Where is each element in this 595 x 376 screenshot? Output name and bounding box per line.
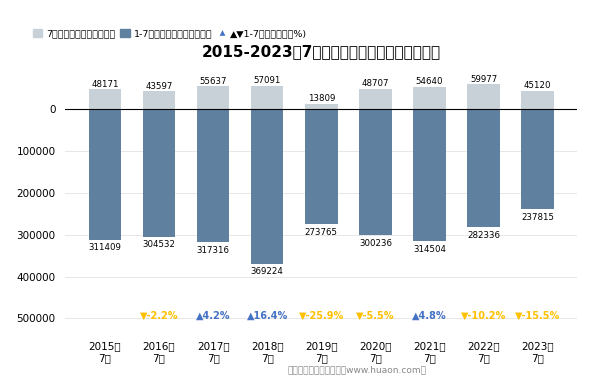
Text: ▼-15.5%: ▼-15.5% [515, 311, 560, 321]
Title: 2015-2023年7月漕河泾综合保税区进出口总额: 2015-2023年7月漕河泾综合保税区进出口总额 [202, 45, 441, 59]
Bar [467, 109, 500, 227]
Bar [305, 104, 337, 109]
Text: 13809: 13809 [308, 94, 335, 103]
Text: ▲4.8%: ▲4.8% [412, 311, 447, 321]
Text: 311409: 311409 [89, 243, 121, 252]
Bar [521, 91, 554, 109]
Text: 55637: 55637 [199, 77, 227, 86]
Bar [414, 86, 446, 109]
Text: ▼-10.2%: ▼-10.2% [461, 311, 506, 321]
Bar [359, 109, 392, 235]
Text: 45120: 45120 [524, 81, 552, 90]
Bar [305, 109, 337, 224]
Bar [197, 109, 229, 242]
Text: 314504: 314504 [413, 245, 446, 253]
Bar [521, 109, 554, 209]
Bar [89, 109, 121, 240]
Bar [414, 109, 446, 241]
Text: 273765: 273765 [305, 227, 338, 237]
Bar [143, 91, 176, 109]
Text: 317316: 317316 [196, 246, 230, 255]
Text: ▼-2.2%: ▼-2.2% [140, 311, 178, 321]
Text: 48707: 48707 [362, 79, 389, 88]
Text: 57091: 57091 [253, 76, 281, 85]
Text: 237815: 237815 [521, 212, 554, 221]
Text: 制图：华经产业研究院（www.huaon.com）: 制图：华经产业研究院（www.huaon.com） [287, 365, 427, 374]
Text: ▼-25.9%: ▼-25.9% [299, 311, 344, 321]
Text: 59977: 59977 [470, 75, 497, 84]
Text: 300236: 300236 [359, 239, 392, 248]
Bar [359, 89, 392, 109]
Bar [89, 89, 121, 109]
Text: ▲16.4%: ▲16.4% [246, 311, 288, 321]
Bar [143, 109, 176, 237]
Text: 369224: 369224 [250, 267, 284, 276]
Bar [251, 109, 283, 264]
Text: 304532: 304532 [143, 240, 176, 249]
Legend: 7月进出口总额（万美元）, 1-7月进出口总额（万美元）, ▲▼1-7月同比增速（%): 7月进出口总额（万美元）, 1-7月进出口总额（万美元）, ▲▼1-7月同比增速… [29, 25, 311, 42]
Text: 282336: 282336 [467, 231, 500, 240]
Bar [197, 86, 229, 109]
Text: ▼-5.5%: ▼-5.5% [356, 311, 394, 321]
Bar [251, 86, 283, 109]
Text: ▲4.2%: ▲4.2% [196, 311, 230, 321]
Text: 48171: 48171 [91, 80, 118, 89]
Text: 54640: 54640 [416, 77, 443, 86]
Text: 43597: 43597 [145, 82, 173, 91]
Bar [467, 84, 500, 109]
